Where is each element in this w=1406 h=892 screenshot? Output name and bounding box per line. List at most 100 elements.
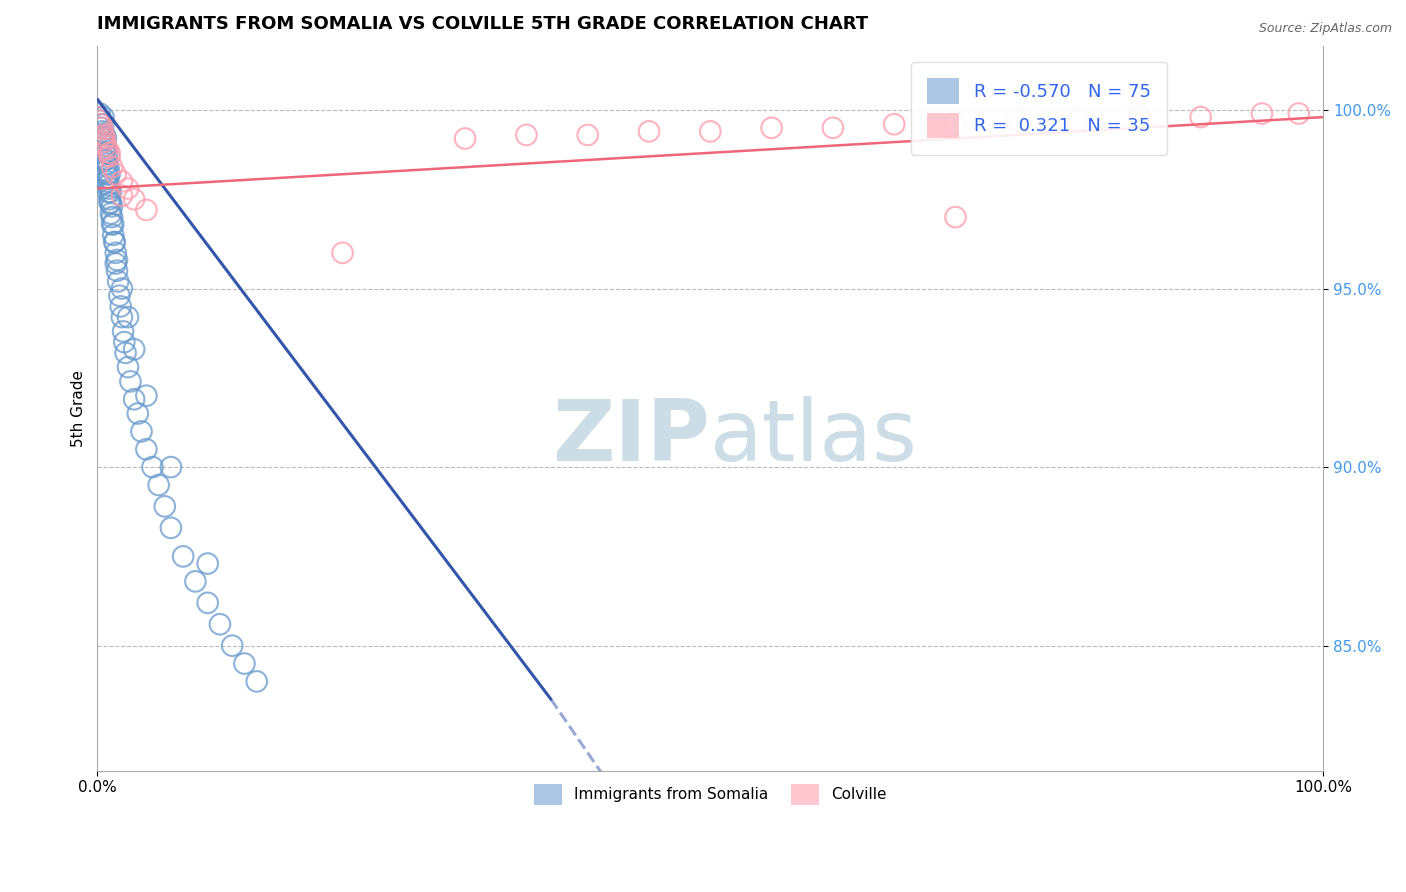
Point	[91, 124, 114, 138]
Point	[122, 192, 145, 206]
Text: Source: ZipAtlas.com: Source: ZipAtlas.com	[1258, 22, 1392, 36]
Point	[172, 549, 194, 564]
Point	[153, 500, 176, 514]
Point	[101, 160, 124, 174]
Point	[110, 299, 132, 313]
Point	[197, 557, 219, 571]
Point	[112, 325, 135, 339]
Point	[87, 110, 110, 124]
Point	[103, 235, 125, 249]
Point	[638, 124, 661, 138]
Point	[91, 131, 114, 145]
Point	[93, 131, 115, 145]
Point	[104, 167, 127, 181]
Point	[332, 245, 354, 260]
Point	[93, 135, 115, 149]
Point	[1128, 110, 1150, 124]
Point	[90, 117, 112, 131]
Point	[821, 120, 844, 135]
Point	[1005, 113, 1028, 128]
Text: atlas: atlas	[710, 396, 918, 479]
Point	[94, 138, 117, 153]
Point	[101, 199, 124, 213]
Point	[98, 145, 121, 160]
Point	[1067, 113, 1090, 128]
Point	[91, 128, 114, 142]
Point	[94, 153, 117, 167]
Point	[454, 131, 477, 145]
Point	[945, 117, 967, 131]
Legend: Immigrants from Somalia, Colville: Immigrants from Somalia, Colville	[522, 772, 898, 817]
Point	[98, 167, 121, 181]
Point	[515, 128, 537, 142]
Point	[97, 178, 120, 192]
Point	[100, 195, 122, 210]
Point	[233, 657, 256, 671]
Point	[96, 174, 118, 188]
Point	[87, 110, 110, 124]
Point	[117, 360, 139, 375]
Point	[90, 117, 112, 131]
Point	[122, 392, 145, 407]
Point	[94, 163, 117, 178]
Point	[127, 407, 149, 421]
Point	[135, 389, 157, 403]
Point	[883, 117, 905, 131]
Point	[103, 235, 125, 249]
Point	[93, 110, 115, 124]
Y-axis label: 5th Grade: 5th Grade	[72, 369, 86, 447]
Point	[97, 170, 120, 185]
Point	[117, 181, 139, 195]
Point	[131, 425, 153, 439]
Point	[1189, 110, 1212, 124]
Point	[122, 343, 145, 357]
Point	[160, 521, 183, 535]
Point	[184, 574, 207, 589]
Point	[96, 145, 118, 160]
Point	[107, 274, 129, 288]
Point	[93, 135, 115, 149]
Point	[93, 117, 115, 131]
Point	[100, 206, 122, 220]
Text: ZIP: ZIP	[553, 396, 710, 479]
Point	[91, 120, 114, 135]
Point	[93, 128, 115, 142]
Point	[699, 124, 721, 138]
Point	[120, 375, 142, 389]
Point	[108, 288, 131, 302]
Point	[97, 160, 120, 174]
Point	[1251, 106, 1274, 120]
Point	[90, 120, 112, 135]
Point	[101, 210, 124, 224]
Point	[98, 195, 121, 210]
Point	[89, 106, 111, 120]
Point	[96, 156, 118, 170]
Point	[104, 245, 127, 260]
Point	[112, 335, 135, 350]
Point	[96, 167, 118, 181]
Point	[111, 174, 134, 188]
Point	[208, 617, 231, 632]
Point	[111, 281, 134, 295]
Point	[98, 181, 121, 195]
Point	[103, 217, 125, 231]
Point	[97, 185, 120, 199]
Text: IMMIGRANTS FROM SOMALIA VS COLVILLE 5TH GRADE CORRELATION CHART: IMMIGRANTS FROM SOMALIA VS COLVILLE 5TH …	[97, 15, 869, 33]
Point	[104, 256, 127, 270]
Point	[148, 478, 170, 492]
Point	[135, 202, 157, 217]
Point	[93, 128, 115, 142]
Point	[93, 153, 115, 167]
Point	[89, 113, 111, 128]
Point	[114, 346, 136, 360]
Point	[105, 252, 128, 267]
Point	[111, 188, 134, 202]
Point	[94, 142, 117, 156]
Point	[135, 442, 157, 457]
Point	[103, 227, 125, 242]
Point	[89, 113, 111, 128]
Point	[141, 460, 163, 475]
Point	[576, 128, 599, 142]
Point	[945, 210, 967, 224]
Point	[100, 185, 122, 199]
